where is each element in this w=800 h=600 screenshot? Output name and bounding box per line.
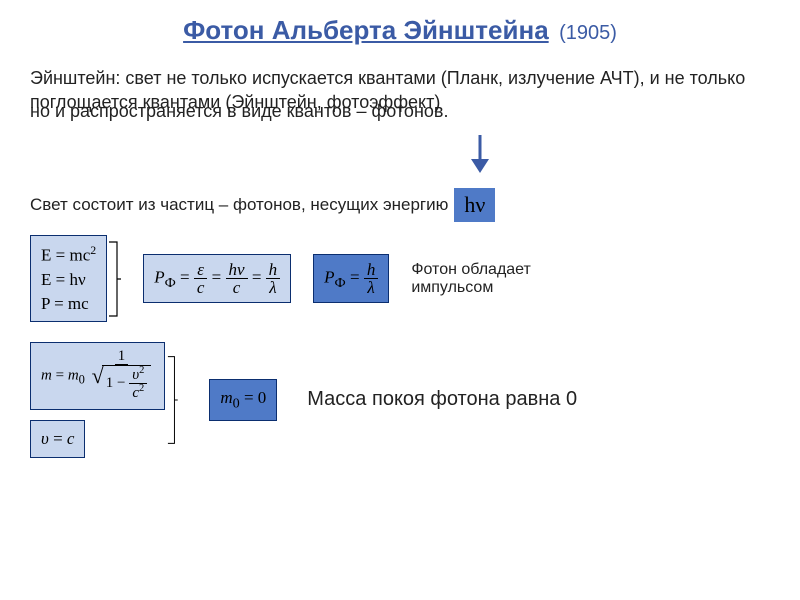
formula-vc: υ = c [30,420,85,458]
slide-title: Фотон Альберта Эйнштейна (1905) [30,15,770,46]
formula-rel-mass: m = m0 1 √ 1 − υ2 c2 [30,342,165,410]
formula-momentum-chain: PФ = ε c = hν c = h λ [143,254,291,303]
eph-l3: P = mc [41,292,96,316]
energy-symbol-box: hν [454,188,495,222]
formula-eph: E = mc2 E = hν P = mc [30,235,107,322]
bracket-icon [107,234,121,324]
bracket-icon-2 [165,355,179,445]
formula-m0-zero: m0 = 0 [209,379,277,421]
title-year: (1905) [559,22,617,44]
eph-group: E = mc2 E = hν P = mc [30,234,121,324]
eph-l1-sup: 2 [90,243,96,257]
formula-row-2: m = m0 1 √ 1 − υ2 c2 [30,342,770,458]
eph-l1: E = mc [41,246,90,265]
paragraph-overlap: но и распространяется в виде квантов – ф… [30,99,770,123]
caption-momentum: Фотон обладает импульсом [411,261,591,297]
title-main: Фотон Альберта Эйнштейна [183,15,549,45]
energy-line: Свет состоит из частиц – фотонов, несущи… [30,188,770,222]
formula-row-1: E = mc2 E = hν P = mc PФ = ε c = hν [30,234,770,324]
formula-momentum-short: PФ = h λ [313,254,389,303]
caption-mass: Масса покоя фотона равна 0 [307,388,577,411]
down-arrow [190,133,770,178]
eph-l2: E = hν [41,268,96,292]
mass-group: m = m0 1 √ 1 − υ2 c2 [30,342,179,458]
energy-text: Свет состоит из частиц – фотонов, несущи… [30,195,448,215]
